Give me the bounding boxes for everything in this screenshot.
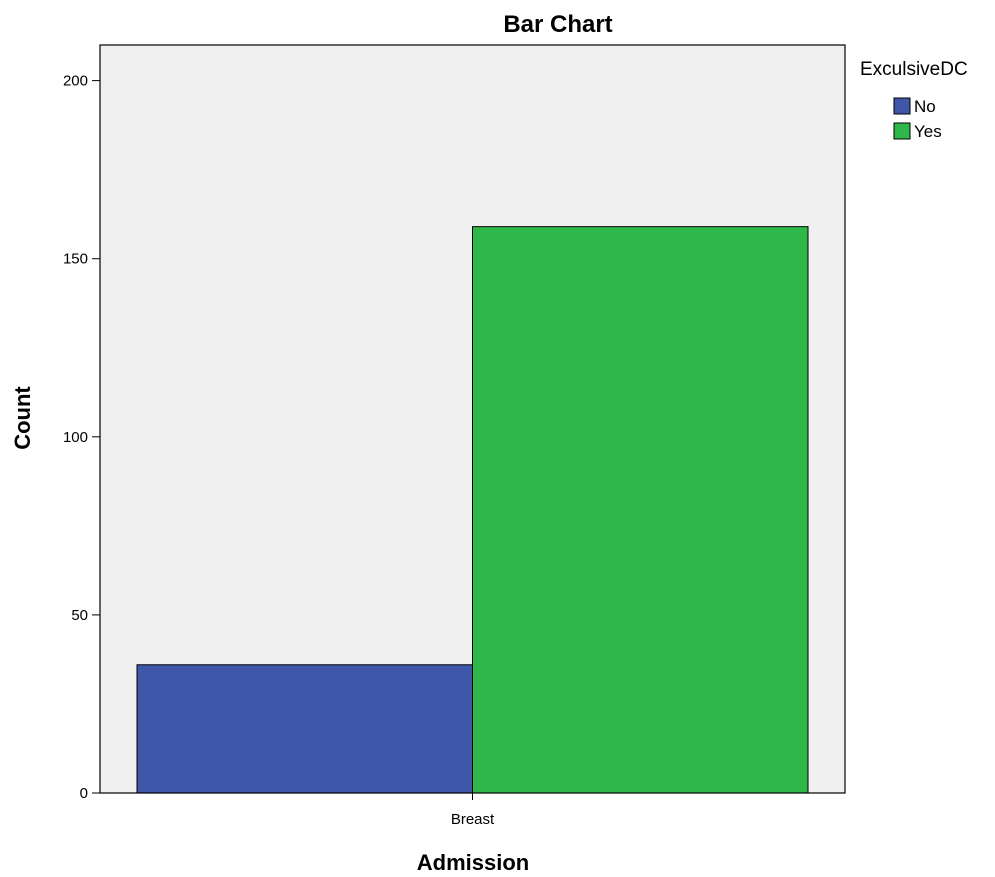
y-axis-title: Count <box>10 386 35 450</box>
x-tick-label: Breast <box>451 811 495 828</box>
y-tick-label: 50 <box>71 607 88 624</box>
bars-group <box>136 226 809 794</box>
y-tick-label: 150 <box>63 251 88 268</box>
chart-title: Bar Chart <box>503 11 612 38</box>
legend-label-yes: Yes <box>914 122 942 141</box>
y-axis: 0 50 100 150 200 <box>63 73 100 802</box>
legend: ExculsiveDC No Yes <box>860 59 968 141</box>
x-axis-title: Admission <box>417 850 529 875</box>
y-tick-label: 100 <box>63 429 88 446</box>
y-tick-label: 0 <box>80 785 88 802</box>
legend-label-no: No <box>914 97 936 116</box>
bar-no <box>136 664 473 794</box>
y-tick-label: 200 <box>63 73 88 90</box>
legend-swatch-no <box>893 97 911 115</box>
legend-swatch-yes <box>893 122 911 140</box>
legend-title: ExculsiveDC <box>860 59 968 80</box>
x-axis: Breast <box>451 793 495 828</box>
bar-yes <box>472 226 809 794</box>
